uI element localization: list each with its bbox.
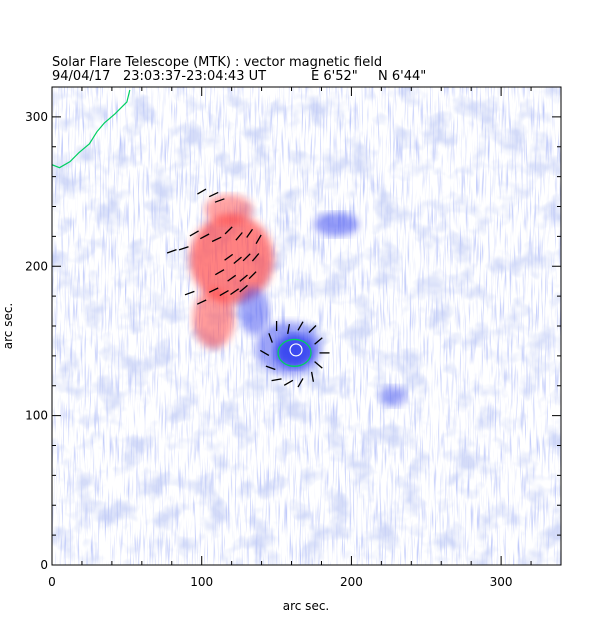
field-vector — [251, 253, 260, 262]
x-tick-label: 300 — [490, 575, 513, 589]
field-vector — [214, 269, 225, 276]
limb-contour — [52, 89, 131, 169]
field-vector — [199, 233, 210, 240]
contours — [52, 89, 312, 367]
field-vector — [230, 288, 240, 296]
region-negative-penumbra — [255, 321, 322, 376]
field-vector — [211, 236, 222, 243]
field-vector — [196, 299, 207, 305]
plot-area — [52, 87, 561, 565]
field-vector — [287, 323, 291, 335]
field-vector — [235, 232, 243, 241]
y-axis-label: arc sec. — [1, 303, 15, 349]
field-vector — [166, 248, 177, 254]
y-tick-label: 100 — [25, 409, 48, 423]
field-vector — [189, 230, 199, 237]
field-vector — [208, 191, 219, 198]
region-negative-east-patch — [239, 287, 270, 335]
field-vector — [310, 371, 315, 382]
y-tick-label: 0 — [40, 558, 48, 572]
region-positive-plage-north — [204, 194, 253, 225]
field-vector — [265, 365, 276, 371]
field-vector — [283, 379, 294, 386]
transverse-field-vectors — [166, 188, 330, 388]
region-negative-north-patch — [313, 212, 359, 237]
chart-subtitle-time: 23:03:37-23:04:43 UT — [123, 69, 266, 84]
field-vector — [248, 271, 257, 280]
field-vector — [219, 290, 229, 297]
x-tick-label: 100 — [190, 575, 213, 589]
field-vector — [268, 333, 273, 343]
field-vector — [242, 253, 251, 262]
field-vector — [297, 321, 304, 331]
field-vector — [227, 274, 237, 282]
field-vector — [224, 253, 234, 261]
field-vector — [239, 274, 248, 282]
x-axis-label: arc sec. — [283, 599, 329, 613]
region-negative-southwest-patch — [379, 385, 407, 407]
axes: 0 100 200 300 0 100 200 300 — [25, 86, 562, 589]
field-vector — [246, 228, 254, 238]
region-positive-plage-main — [189, 213, 274, 304]
sunspot-contour-inner — [289, 343, 303, 357]
region-positive-plage-tail — [192, 288, 235, 349]
chart-subtitle-north: N 6'44" — [378, 69, 426, 84]
field-vector — [208, 287, 219, 293]
field-vector — [297, 378, 304, 388]
field-vector — [255, 234, 262, 245]
field-vector — [259, 349, 270, 356]
x-tick-label: 200 — [340, 575, 363, 589]
field-vector — [271, 378, 282, 382]
field-vector — [239, 284, 248, 293]
field-vector — [214, 198, 225, 203]
field-vector — [224, 226, 233, 235]
field-vector — [197, 188, 207, 195]
field-vector — [233, 256, 242, 264]
y-tick-label: 200 — [25, 259, 48, 273]
field-vector — [184, 290, 195, 296]
field-vector — [314, 337, 323, 345]
field-vector — [178, 246, 189, 251]
field-vector — [314, 361, 323, 369]
chart-title: Solar Flare Telescope (MTK) : vector mag… — [52, 55, 382, 70]
sunspot-contour-outer — [277, 338, 312, 367]
chart-subtitle-east: E 6'52" — [311, 69, 358, 84]
x-tick-label: 0 — [48, 575, 56, 589]
field-vector — [308, 325, 317, 333]
y-tick-label: 300 — [25, 110, 48, 124]
chart-subtitle-date: 94/04/17 — [52, 69, 110, 84]
